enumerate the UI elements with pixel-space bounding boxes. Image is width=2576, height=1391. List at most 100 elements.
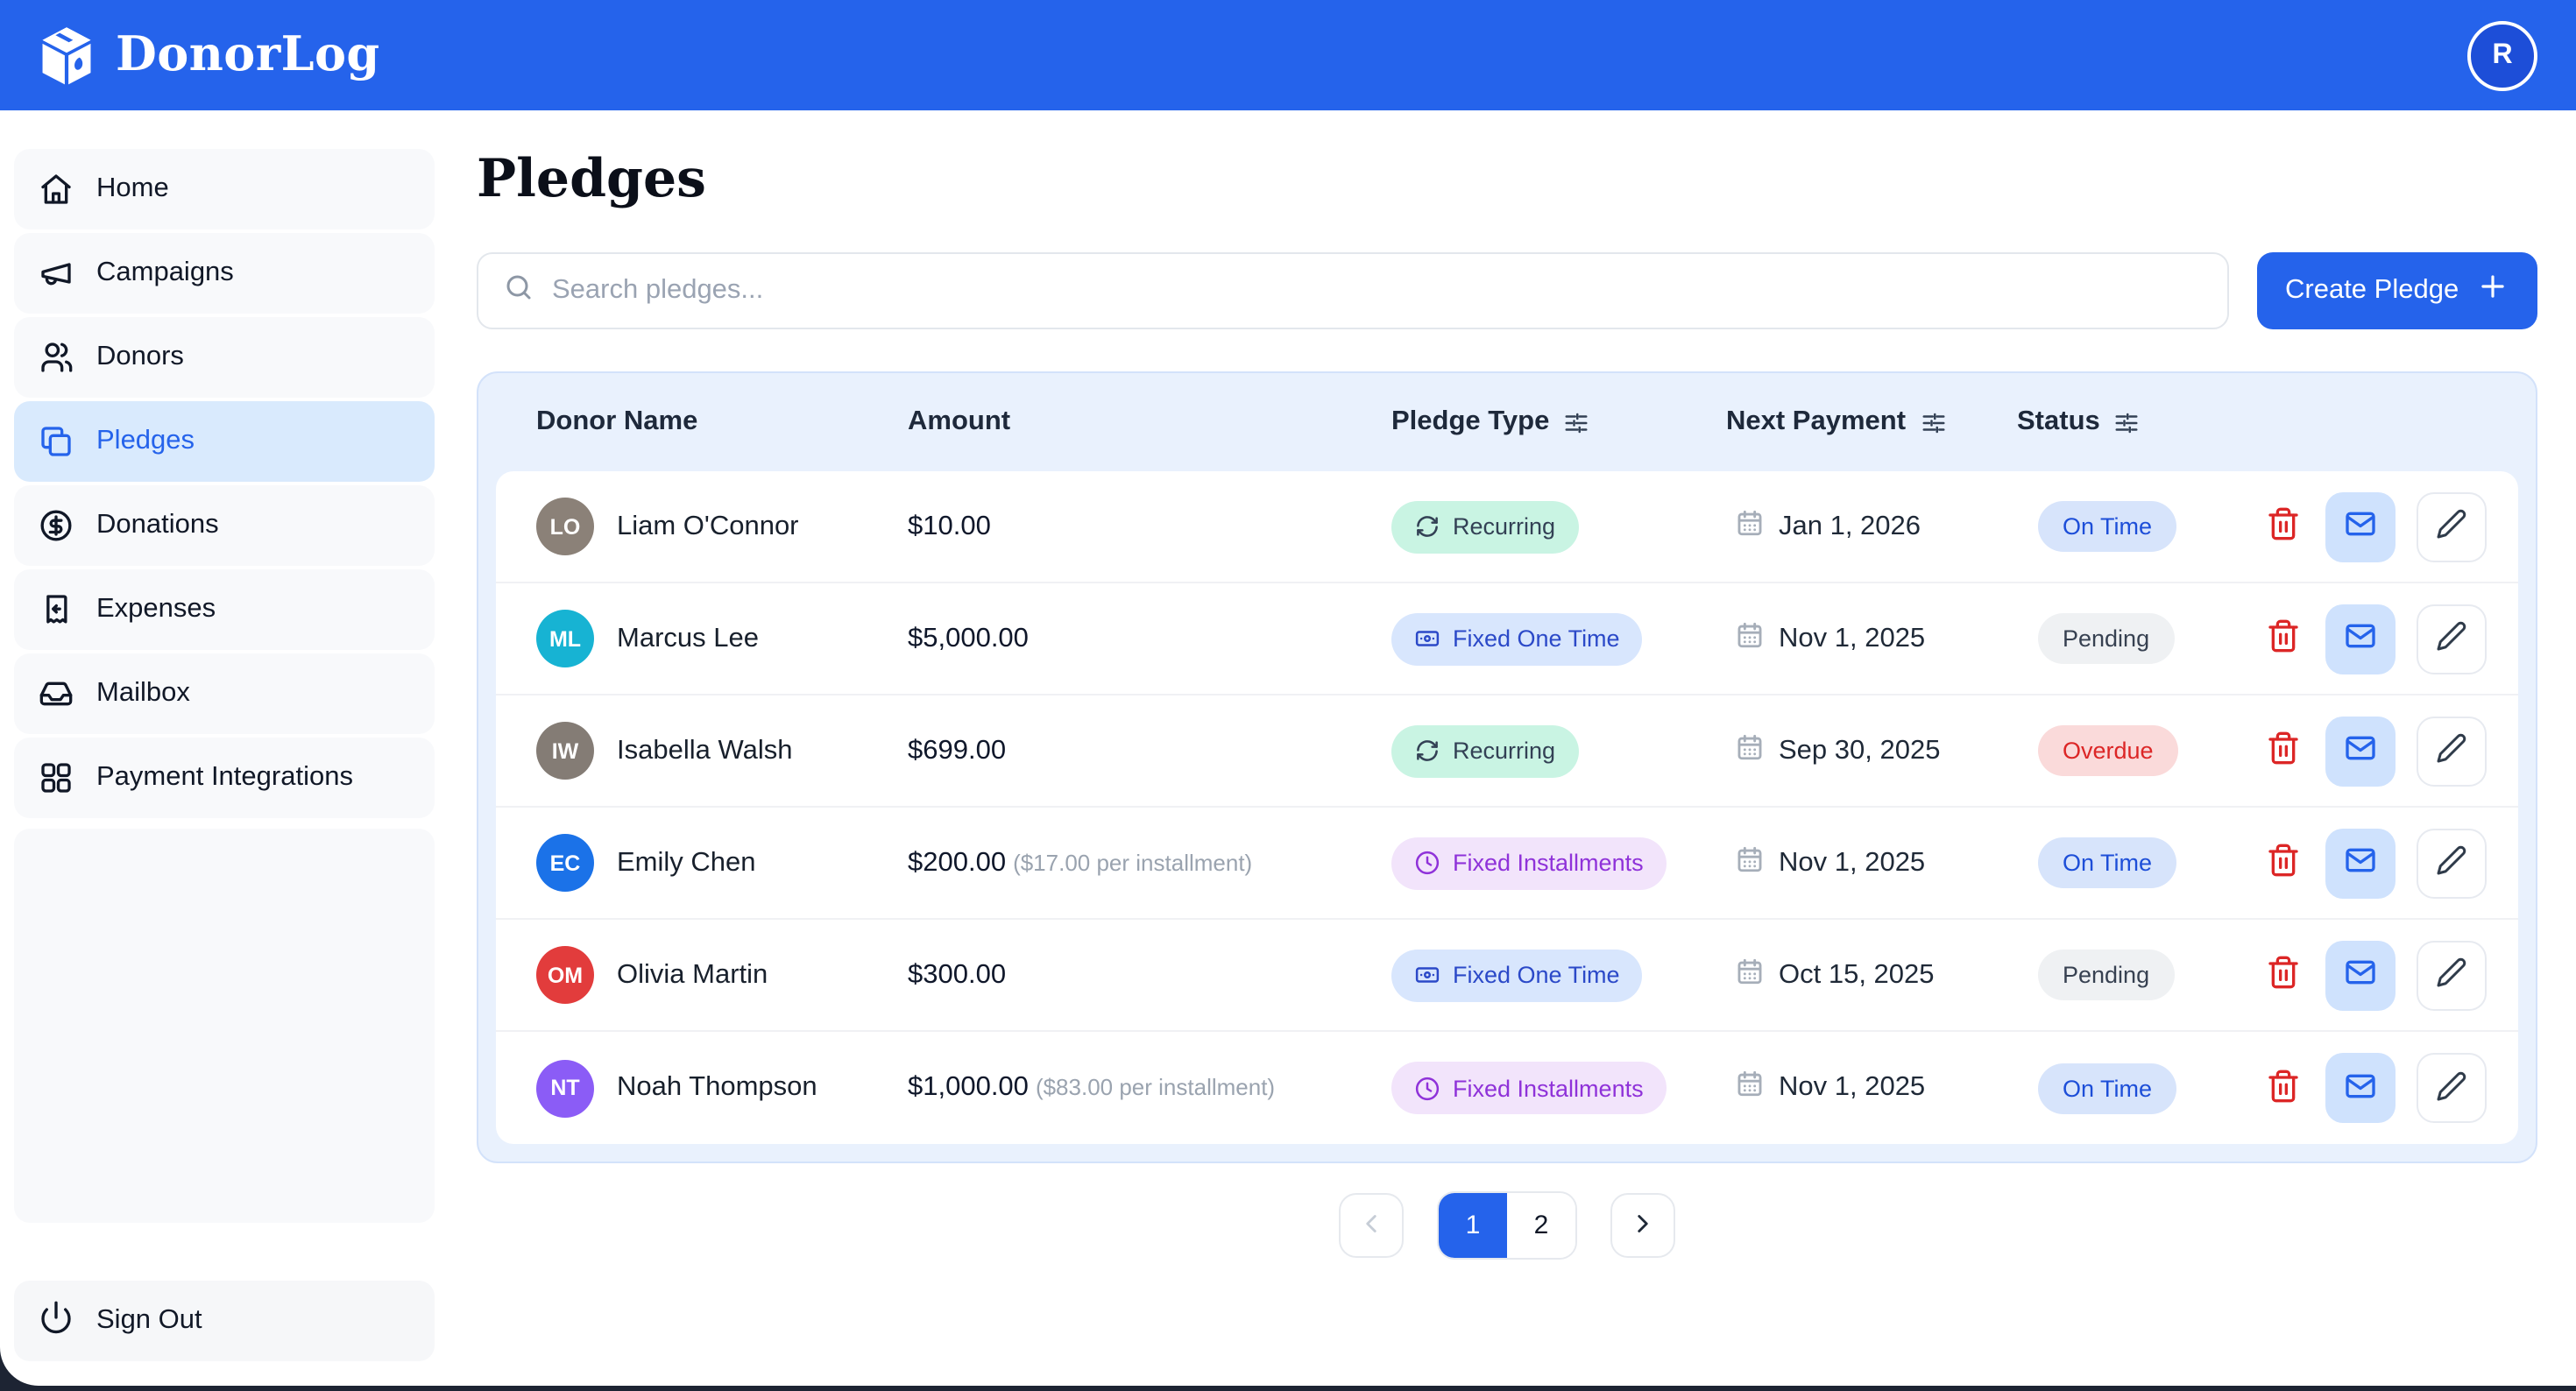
filter-icon[interactable] (1920, 409, 1946, 435)
actions-cell (2262, 1053, 2487, 1123)
next-payment-date: Nov 1, 2025 (1779, 623, 1926, 653)
delete-button[interactable] (2262, 1053, 2304, 1123)
sidebar-item-expenses[interactable]: Expenses (14, 569, 435, 650)
sidebar-item-donors[interactable]: Donors (14, 317, 435, 398)
amount: $699.00 (908, 735, 1007, 765)
avatar: IW (536, 722, 594, 780)
next-page-button[interactable] (1610, 1193, 1675, 1258)
edit-button[interactable] (2417, 828, 2487, 898)
donor-name: Noah Thompson (617, 1072, 817, 1102)
inbox-icon (39, 676, 74, 711)
delete-button[interactable] (2262, 491, 2304, 561)
status-cell: Pending (2017, 950, 2262, 1000)
amount-note: ($83.00 per installment) (1035, 1074, 1276, 1100)
email-button[interactable] (2325, 940, 2396, 1010)
email-button[interactable] (2325, 828, 2396, 898)
top-bar: DonorLog R (0, 0, 2576, 110)
sidebar-item-label: Expenses (96, 594, 216, 624)
donor-name-cell: LO Liam O'Connor (536, 498, 908, 555)
trash-icon (2266, 955, 2301, 995)
delete-button[interactable] (2262, 828, 2304, 898)
edit-button[interactable] (2417, 604, 2487, 674)
edit-button[interactable] (2417, 716, 2487, 786)
pledge-type-cell: Recurring (1391, 724, 1726, 777)
mail-icon (2343, 731, 2378, 771)
clock-icon (1414, 1075, 1440, 1101)
pencil-icon (2436, 844, 2467, 881)
next-payment-cell: Sep 30, 2025 (1726, 731, 2017, 770)
chevron-left-icon (1356, 1208, 1386, 1243)
calendar-icon (1735, 844, 1765, 882)
app-name: DonorLog (116, 28, 380, 82)
user-avatar[interactable]: R (2467, 20, 2537, 90)
sidebar-item-home[interactable]: Home (14, 149, 435, 229)
clock-icon (1414, 850, 1440, 876)
mail-icon (2343, 506, 2378, 547)
sidebar-item-donations[interactable]: Donations (14, 485, 435, 566)
actions-cell (2262, 491, 2487, 561)
sidebar-item-sign-out[interactable]: Sign Out (14, 1281, 435, 1361)
search-input[interactable] (552, 275, 2203, 307)
mail-icon (2343, 955, 2378, 995)
banknote-icon (1414, 962, 1440, 988)
table-row: OM Olivia Martin $300.00 Fixed One Time … (496, 920, 2518, 1032)
next-payment-date: Nov 1, 2025 (1779, 847, 1926, 877)
actions-cell (2262, 716, 2487, 786)
column-header-donor-name: Donor Name (536, 406, 908, 438)
receipt-icon (39, 592, 74, 627)
email-button[interactable] (2325, 1053, 2396, 1123)
calendar-icon (1735, 956, 1765, 994)
donor-name: Emily Chen (617, 847, 756, 877)
pledge-type-cell: Fixed One Time (1391, 612, 1726, 665)
email-button[interactable] (2325, 491, 2396, 561)
calendar-icon (1735, 507, 1765, 546)
page-button-1[interactable]: 1 (1439, 1193, 1507, 1258)
filter-icon[interactable] (2114, 409, 2141, 435)
delete-button[interactable] (2262, 940, 2304, 1010)
edit-button[interactable] (2417, 491, 2487, 561)
search-icon (503, 271, 534, 311)
home-icon (39, 172, 74, 207)
refresh-icon (1414, 513, 1440, 540)
filter-icon[interactable] (1563, 409, 1589, 435)
pencil-icon (2436, 508, 2467, 545)
sidebar: Home Campaigns Donors Pledges Donations Expen… (14, 149, 435, 1386)
status-cell: On Time (2017, 501, 2262, 552)
sidebar-item-campaigns[interactable]: Campaigns (14, 233, 435, 314)
sidebar-item-payment-integrations[interactable]: Payment Integrations (14, 738, 435, 818)
mail-icon (2343, 1068, 2378, 1108)
delete-button[interactable] (2262, 716, 2304, 786)
next-payment-date: Jan 1, 2026 (1779, 511, 1921, 540)
page-button-2[interactable]: 2 (1507, 1193, 1575, 1258)
avatar: EC (536, 834, 594, 892)
edit-button[interactable] (2417, 940, 2487, 1010)
create-pledge-button[interactable]: Create Pledge (2257, 252, 2537, 329)
sign-out-label: Sign Out (96, 1305, 202, 1335)
sidebar-item-mailbox[interactable]: Mailbox (14, 653, 435, 734)
pledge-type-badge: Fixed Installments (1391, 1062, 1667, 1114)
users-icon (39, 340, 74, 375)
pencil-icon (2436, 957, 2467, 993)
delete-button[interactable] (2262, 604, 2304, 674)
amount: $200.00 (908, 847, 1007, 877)
column-header-status: Status (2017, 406, 2262, 438)
pledge-type-badge: Fixed One Time (1391, 612, 1643, 665)
sidebar-item-pledges[interactable]: Pledges (14, 401, 435, 482)
amount-cell: $1,000.00 ($83.00 per installment) (908, 1072, 1391, 1104)
email-button[interactable] (2325, 604, 2396, 674)
donor-name-cell: ML Marcus Lee (536, 610, 908, 667)
amount-note: ($17.00 per installment) (1013, 849, 1253, 875)
prev-page-button[interactable] (1339, 1193, 1404, 1258)
donor-name: Isabella Walsh (617, 735, 793, 765)
status-badge: On Time (2038, 837, 2177, 888)
controls-row: Create Pledge (477, 252, 2537, 329)
donor-name: Liam O'Connor (617, 511, 799, 540)
edit-button[interactable] (2417, 1053, 2487, 1123)
table-row: IW Isabella Walsh $699.00 Recurring Sep … (496, 696, 2518, 808)
column-label: Amount (908, 406, 1011, 436)
status-badge: Pending (2038, 950, 2175, 1000)
donor-name-cell: OM Olivia Martin (536, 946, 908, 1004)
column-label: Status (2017, 406, 2100, 436)
email-button[interactable] (2325, 716, 2396, 786)
